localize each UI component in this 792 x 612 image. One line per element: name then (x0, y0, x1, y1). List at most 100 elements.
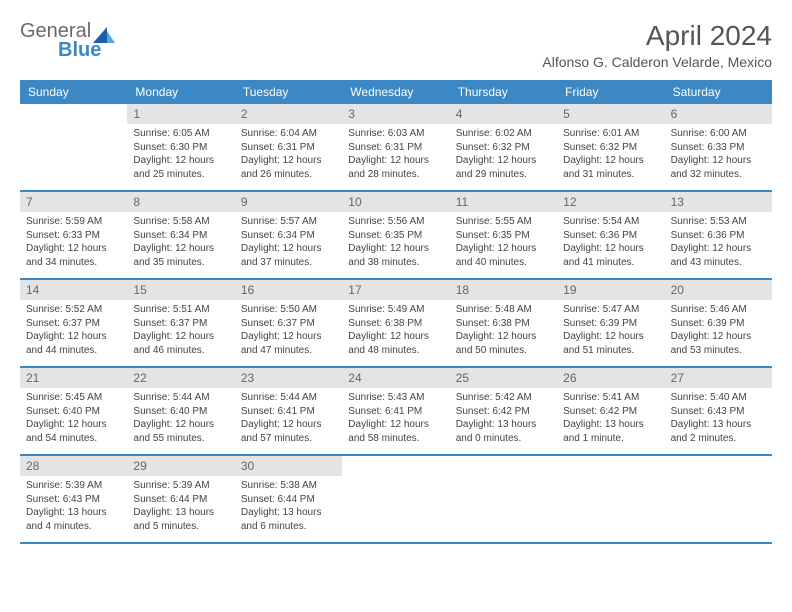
daylight-label: Daylight: (26, 331, 68, 342)
sunset-line: Sunset: 6:41 PM (348, 405, 443, 419)
day-number: 4 (450, 104, 557, 124)
week-row: 14Sunrise: 5:52 AMSunset: 6:37 PMDayligh… (20, 280, 772, 368)
daylight-line: Daylight: 12 hours and 58 minutes. (348, 418, 443, 445)
sunrise-label: Sunrise: (26, 392, 65, 403)
daylight-line: Daylight: 12 hours and 50 minutes. (456, 330, 551, 357)
day-body: Sunrise: 6:03 AMSunset: 6:31 PMDaylight:… (342, 124, 449, 187)
sunrise-line: Sunrise: 5:52 AM (26, 303, 121, 317)
sunset-line: Sunset: 6:33 PM (671, 141, 766, 155)
location-text: Alfonso G. Calderon Velarde, Mexico (542, 54, 772, 70)
sunset-line: Sunset: 6:31 PM (348, 141, 443, 155)
sunset-line: Sunset: 6:38 PM (348, 317, 443, 331)
sunrise-label: Sunrise: (671, 304, 710, 315)
title-block: April 2024 Alfonso G. Calderon Velarde, … (542, 20, 772, 70)
sunrise-label: Sunrise: (348, 216, 387, 227)
sunrise-label: Sunrise: (348, 128, 387, 139)
sunset-value: 6:37 PM (63, 318, 100, 329)
sunrise-label: Sunrise: (133, 392, 172, 403)
daylight-line: Daylight: 13 hours and 6 minutes. (241, 506, 336, 533)
sunrise-value: 5:40 AM (710, 392, 747, 403)
empty-cell (342, 456, 449, 542)
day-number: 14 (20, 280, 127, 300)
daylight-label: Daylight: (348, 331, 390, 342)
day-cell: 16Sunrise: 5:50 AMSunset: 6:37 PMDayligh… (235, 280, 342, 366)
sunset-label: Sunset: (26, 230, 63, 241)
day-cell: 8Sunrise: 5:58 AMSunset: 6:34 PMDaylight… (127, 192, 234, 278)
sunrise-value: 5:53 AM (710, 216, 747, 227)
sunrise-label: Sunrise: (26, 304, 65, 315)
daylight-line: Daylight: 12 hours and 46 minutes. (133, 330, 228, 357)
day-number: 11 (450, 192, 557, 212)
sunrise-line: Sunrise: 5:40 AM (671, 391, 766, 405)
day-number: 23 (235, 368, 342, 388)
sunset-value: 6:42 PM (492, 406, 529, 417)
day-header-monday: Monday (127, 80, 234, 104)
daylight-label: Daylight: (563, 155, 605, 166)
daylight-line: Daylight: 13 hours and 2 minutes. (671, 418, 766, 445)
sunset-label: Sunset: (456, 142, 493, 153)
sunset-value: 6:43 PM (63, 494, 100, 505)
sunset-label: Sunset: (133, 406, 170, 417)
day-cell: 15Sunrise: 5:51 AMSunset: 6:37 PMDayligh… (127, 280, 234, 366)
sunrise-value: 5:58 AM (173, 216, 210, 227)
sunrise-value: 5:46 AM (710, 304, 747, 315)
sunset-value: 6:36 PM (707, 230, 744, 241)
day-body: Sunrise: 5:44 AMSunset: 6:40 PMDaylight:… (127, 388, 234, 451)
daylight-label: Daylight: (26, 507, 68, 518)
sunrise-line: Sunrise: 6:04 AM (241, 127, 336, 141)
day-cell: 21Sunrise: 5:45 AMSunset: 6:40 PMDayligh… (20, 368, 127, 454)
sunrise-value: 5:39 AM (173, 480, 210, 491)
day-number: 25 (450, 368, 557, 388)
day-body: Sunrise: 6:00 AMSunset: 6:33 PMDaylight:… (665, 124, 772, 187)
day-body: Sunrise: 5:42 AMSunset: 6:42 PMDaylight:… (450, 388, 557, 451)
sunset-label: Sunset: (671, 318, 708, 329)
sunset-label: Sunset: (671, 230, 708, 241)
daylight-line: Daylight: 12 hours and 38 minutes. (348, 242, 443, 269)
day-number: 22 (127, 368, 234, 388)
daylight-line: Daylight: 12 hours and 57 minutes. (241, 418, 336, 445)
day-number: 7 (20, 192, 127, 212)
day-cell: 5Sunrise: 6:01 AMSunset: 6:32 PMDaylight… (557, 104, 664, 190)
sunrise-label: Sunrise: (671, 216, 710, 227)
day-header-thursday: Thursday (450, 80, 557, 104)
sunrise-line: Sunrise: 6:03 AM (348, 127, 443, 141)
sunset-line: Sunset: 6:42 PM (456, 405, 551, 419)
sunset-value: 6:43 PM (707, 406, 744, 417)
day-body: Sunrise: 5:51 AMSunset: 6:37 PMDaylight:… (127, 300, 234, 363)
day-body: Sunrise: 5:59 AMSunset: 6:33 PMDaylight:… (20, 212, 127, 275)
sunrise-line: Sunrise: 5:59 AM (26, 215, 121, 229)
day-number: 30 (235, 456, 342, 476)
logo-word-blue: Blue (58, 39, 101, 61)
sunrise-line: Sunrise: 5:39 AM (133, 479, 228, 493)
day-cell: 11Sunrise: 5:55 AMSunset: 6:35 PMDayligh… (450, 192, 557, 278)
sunset-label: Sunset: (348, 406, 385, 417)
month-title: April 2024 (542, 20, 772, 52)
daylight-label: Daylight: (456, 243, 498, 254)
daylight-line: Daylight: 12 hours and 43 minutes. (671, 242, 766, 269)
daylight-line: Daylight: 12 hours and 47 minutes. (241, 330, 336, 357)
day-body: Sunrise: 5:39 AMSunset: 6:44 PMDaylight:… (127, 476, 234, 539)
sunrise-label: Sunrise: (133, 480, 172, 491)
day-number: 15 (127, 280, 234, 300)
empty-cell (20, 104, 127, 190)
daylight-line: Daylight: 12 hours and 32 minutes. (671, 154, 766, 181)
day-cell: 18Sunrise: 5:48 AMSunset: 6:38 PMDayligh… (450, 280, 557, 366)
sunset-value: 6:40 PM (63, 406, 100, 417)
logo: General Blue (20, 20, 115, 62)
day-cell: 27Sunrise: 5:40 AMSunset: 6:43 PMDayligh… (665, 368, 772, 454)
sunrise-value: 5:47 AM (603, 304, 640, 315)
sunset-label: Sunset: (563, 230, 600, 241)
sunrise-line: Sunrise: 5:56 AM (348, 215, 443, 229)
sunrise-label: Sunrise: (563, 128, 602, 139)
sunset-label: Sunset: (241, 142, 278, 153)
sunrise-line: Sunrise: 5:38 AM (241, 479, 336, 493)
daylight-label: Daylight: (26, 419, 68, 430)
sunrise-value: 5:39 AM (65, 480, 102, 491)
sunset-value: 6:35 PM (385, 230, 422, 241)
sunset-line: Sunset: 6:37 PM (241, 317, 336, 331)
sunrise-label: Sunrise: (456, 392, 495, 403)
daylight-label: Daylight: (133, 243, 175, 254)
sunset-value: 6:34 PM (170, 230, 207, 241)
daylight-label: Daylight: (133, 419, 175, 430)
day-body: Sunrise: 6:04 AMSunset: 6:31 PMDaylight:… (235, 124, 342, 187)
